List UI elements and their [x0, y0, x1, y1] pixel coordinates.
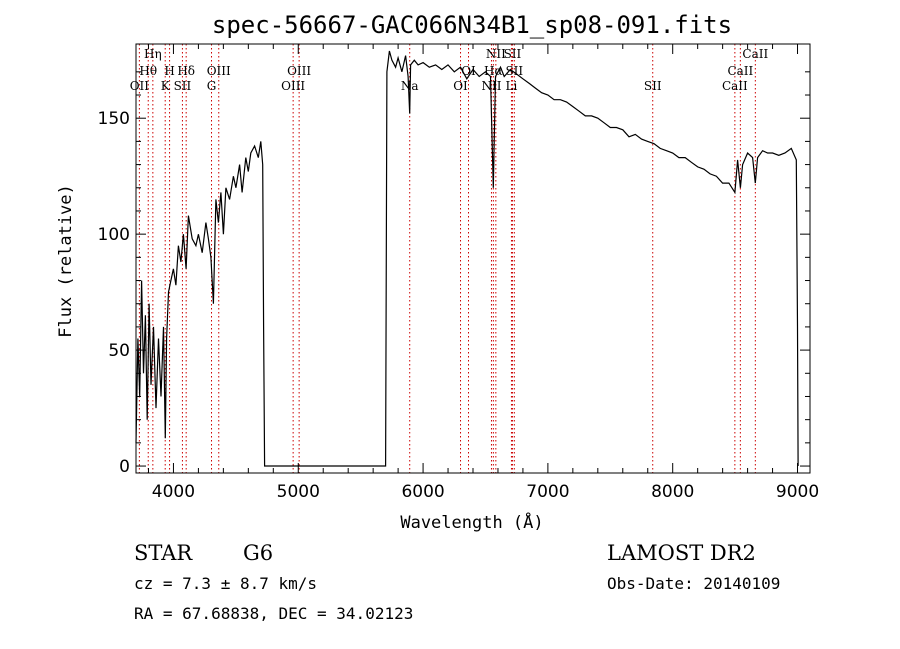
- object-class: STAR: [134, 541, 193, 565]
- line-marker-label: CaII: [727, 64, 753, 78]
- y-tick-label: 50: [108, 341, 130, 361]
- y-tick-label: 0: [119, 457, 130, 477]
- x-tick-label: 6000: [401, 482, 444, 502]
- x-axis-label: Wavelength (Å): [400, 511, 543, 533]
- line-marker-label: OII: [130, 79, 150, 93]
- line-marker-label: OIII: [281, 79, 305, 93]
- line-marker-label: Hη: [144, 47, 162, 61]
- line-marker-label: NII: [486, 47, 506, 61]
- x-axis-ticks: 4000 5000 6000 7000 8000 9000: [147, 44, 819, 502]
- object-subclass: G6: [243, 541, 273, 565]
- line-marker-label: Hδ: [177, 64, 195, 78]
- line-marker-label: NII: [481, 79, 501, 93]
- line-marker-label: CaII: [742, 47, 768, 61]
- x-tick-label: 7000: [526, 482, 569, 502]
- plot-frame: [135, 43, 811, 474]
- x-tick-label: 9000: [776, 482, 819, 502]
- line-marker-label: SII: [174, 79, 192, 93]
- x-tick-label: 4000: [152, 482, 195, 502]
- line-marker-label: OIII: [207, 64, 231, 78]
- line-marker-label: Hα: [484, 64, 503, 78]
- emission-line-markers: [138, 44, 756, 473]
- line-marker-label: CaII: [722, 79, 748, 93]
- y-tick-label: 150: [98, 109, 130, 129]
- line-marker-label: SII: [505, 64, 523, 78]
- redshift-info: cz = 7.3 ± 8.7 km/s: [134, 574, 317, 593]
- y-axis-label: Flux (relative): [56, 184, 76, 338]
- observation-date: Obs-Date: 20140109: [607, 574, 780, 593]
- chart-title: spec-56667-GAC066N34B1_sp08-091.fits: [212, 11, 732, 39]
- line-marker-label: G: [207, 79, 217, 93]
- line-marker-label: H: [164, 64, 174, 78]
- coordinates: RA = 67.68838, DEC = 34.02123: [134, 604, 413, 623]
- line-marker-label: SII: [644, 79, 662, 93]
- y-tick-label: 100: [98, 225, 130, 245]
- survey-name: LAMOST DR2: [607, 541, 756, 565]
- line-marker-label: SII: [504, 47, 522, 61]
- x-tick-label: 8000: [651, 482, 694, 502]
- line-marker-label: Li: [506, 79, 518, 93]
- y-axis-ticks: 0 50 100 150: [98, 71, 810, 477]
- line-marker-label: K: [161, 79, 171, 93]
- x-tick-label: 5000: [277, 482, 320, 502]
- line-marker-label: OIII: [287, 64, 311, 78]
- spectrum-line: [135, 50, 799, 467]
- line-marker-label: Hθ: [139, 64, 157, 78]
- line-marker-label: OI: [453, 79, 468, 93]
